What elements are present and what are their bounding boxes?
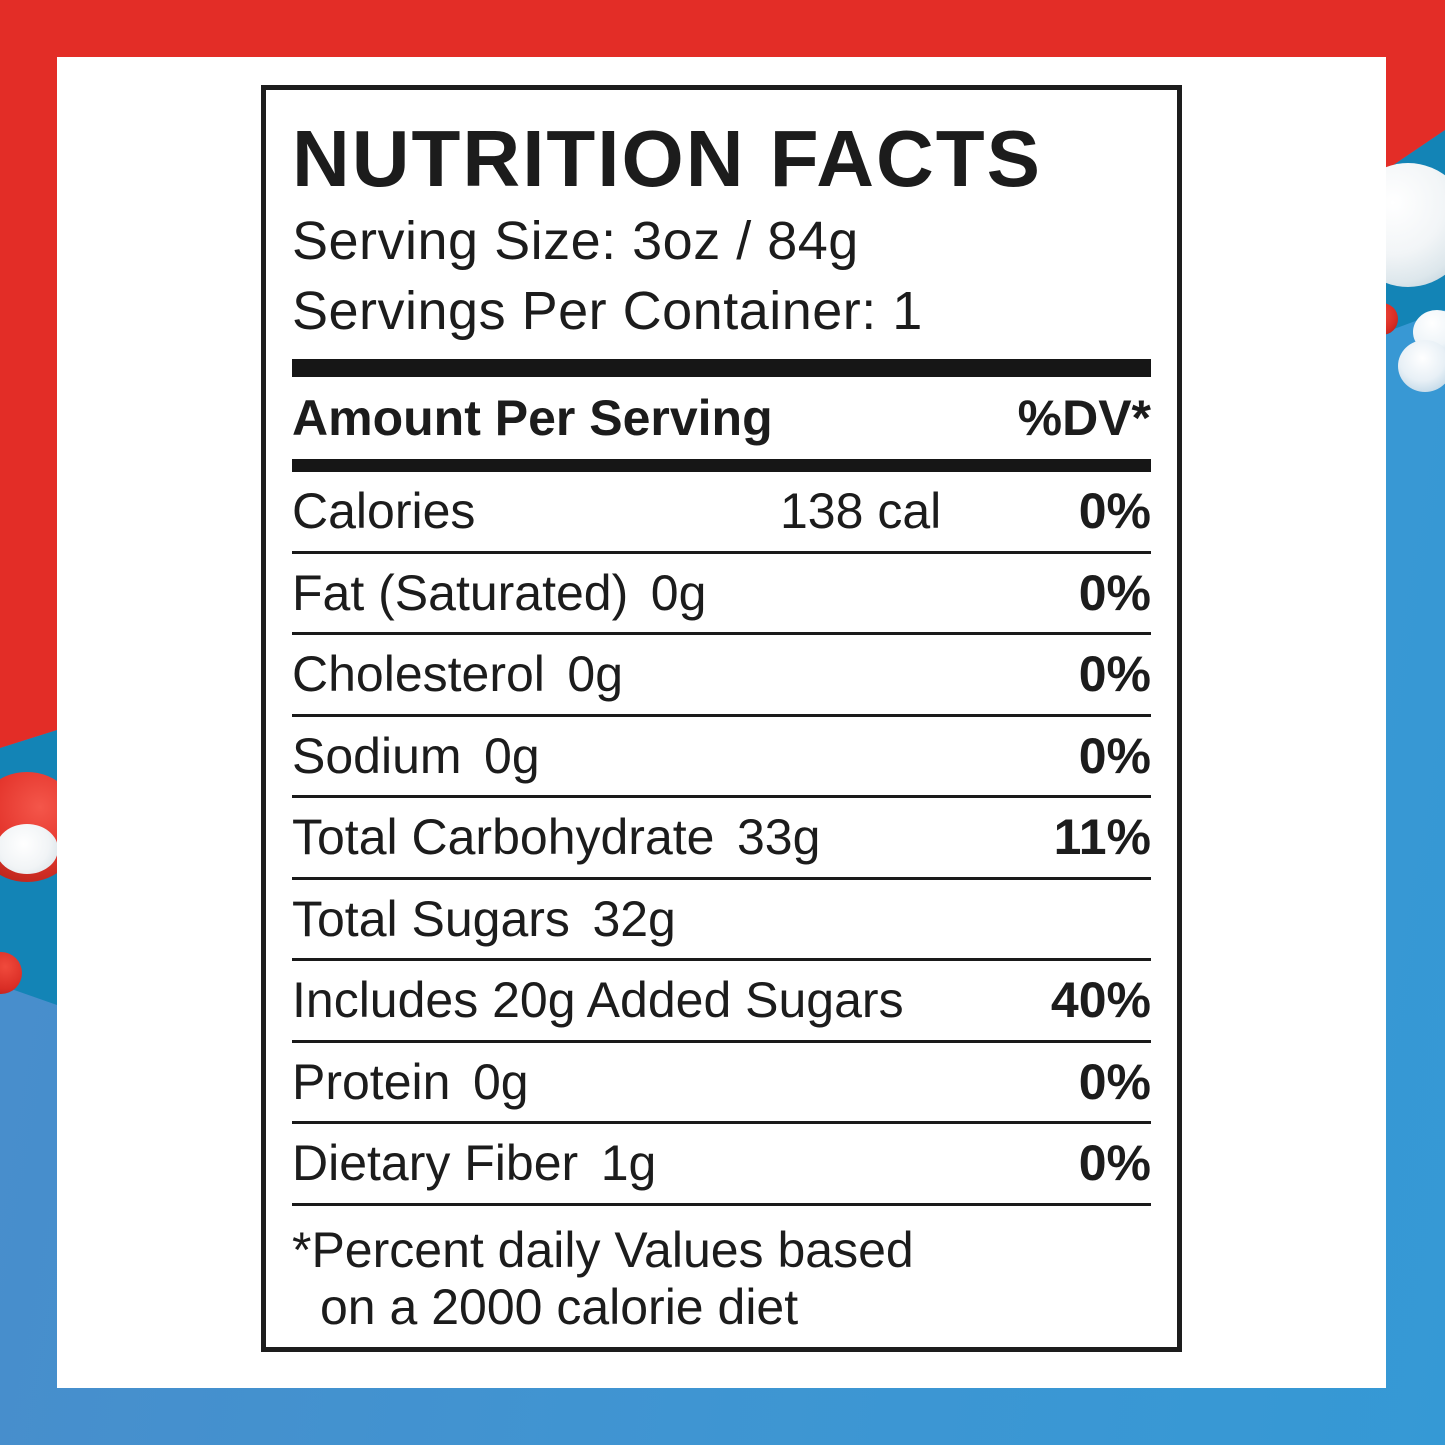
nutrient-row-sodium: Sodium 0g 0%: [292, 717, 1151, 798]
footnote: *Percent daily Values based on a 2000 ca…: [292, 1206, 1151, 1336]
nutrient-label: Protein: [292, 1053, 451, 1110]
nutrient-label: Fat (Saturated): [292, 564, 629, 621]
percent-dv-header: %DV*: [1017, 390, 1151, 446]
nutrient-value: 0g: [650, 564, 707, 621]
nutrient-value: 32g: [592, 890, 676, 947]
nutrient-label: Cholesterol: [292, 646, 545, 703]
nutrient-amount: 138 cal: [780, 483, 942, 540]
nutrient-label: Sodium: [292, 727, 462, 784]
nutrition-facts-panel: NUTRITION FACTS Serving Size: 3oz / 84g …: [261, 85, 1182, 1352]
nutrient-value: 1g: [600, 1135, 657, 1192]
nutrient-row-total-carbohydrate: Total Carbohydrate 33g 11%: [292, 798, 1151, 880]
nutrient-row-protein: Protein 0g 0%: [292, 1043, 1151, 1124]
nutrient-dv: 0%: [1078, 564, 1151, 621]
nutrient-dv: 0%: [1078, 646, 1151, 703]
nutrient-dv: 0%: [1078, 1053, 1151, 1110]
panel-title: NUTRITION FACTS: [292, 114, 1042, 203]
nutrient-label: Total Sugars: [292, 890, 570, 947]
candy-bubble-shine-icon: [0, 824, 58, 874]
nutrient-label: Includes 20g Added Sugars: [292, 972, 904, 1029]
nutrient-dv: 0%: [1078, 727, 1151, 784]
separator-bar-thick: [292, 359, 1151, 377]
amount-per-serving-header: Amount Per Serving: [292, 390, 773, 446]
candy-bubble-red-icon: [0, 952, 22, 994]
nutrient-row-dietary-fiber: Dietary Fiber 1g 0%: [292, 1124, 1151, 1206]
nutrient-row-added-sugars: Includes 20g Added Sugars 40%: [292, 961, 1151, 1043]
nutrient-dv: 40%: [1050, 972, 1151, 1029]
footnote-line-2: on a 2000 calorie diet: [320, 1278, 799, 1335]
nutrient-row-calories: Calories 138 cal 0%: [292, 472, 1151, 554]
separator-bar-thick: [292, 459, 1151, 472]
nutrient-rows: Calories 138 cal 0% Fat (Saturated) 0g 0%…: [292, 472, 1151, 1206]
footnote-line-1: *Percent daily Values based: [292, 1221, 914, 1278]
nutrient-dv: 0%: [1078, 483, 1151, 540]
nutrient-dv: 0%: [1078, 1135, 1151, 1192]
nutrient-row-total-sugars: Total Sugars 32g: [292, 880, 1151, 961]
nutrient-value: 0g: [567, 646, 624, 703]
white-card: NUTRITION FACTS Serving Size: 3oz / 84g …: [57, 57, 1386, 1388]
nutrient-dv: 11%: [1053, 809, 1151, 866]
serving-size-line: Serving Size: 3oz / 84g: [292, 211, 859, 271]
nutrient-value: 0g: [484, 727, 540, 784]
nutrient-value: 0g: [472, 1053, 529, 1110]
nutrient-row-cholesterol: Cholesterol 0g 0%: [292, 635, 1151, 717]
nutrient-label: Total Carbohydrate: [292, 809, 715, 866]
nutrient-row-fat: Fat (Saturated) 0g 0%: [292, 554, 1151, 635]
servings-per-container-line: Servings Per Container: 1: [292, 281, 923, 341]
nutrient-label: Dietary Fiber: [292, 1135, 579, 1192]
nutrient-label: Calories: [292, 483, 476, 540]
candy-bubble-white-icon: [1398, 340, 1445, 392]
nutrient-value: 33g: [736, 809, 821, 866]
column-header-row: Amount Per Serving %DV*: [292, 377, 1151, 459]
